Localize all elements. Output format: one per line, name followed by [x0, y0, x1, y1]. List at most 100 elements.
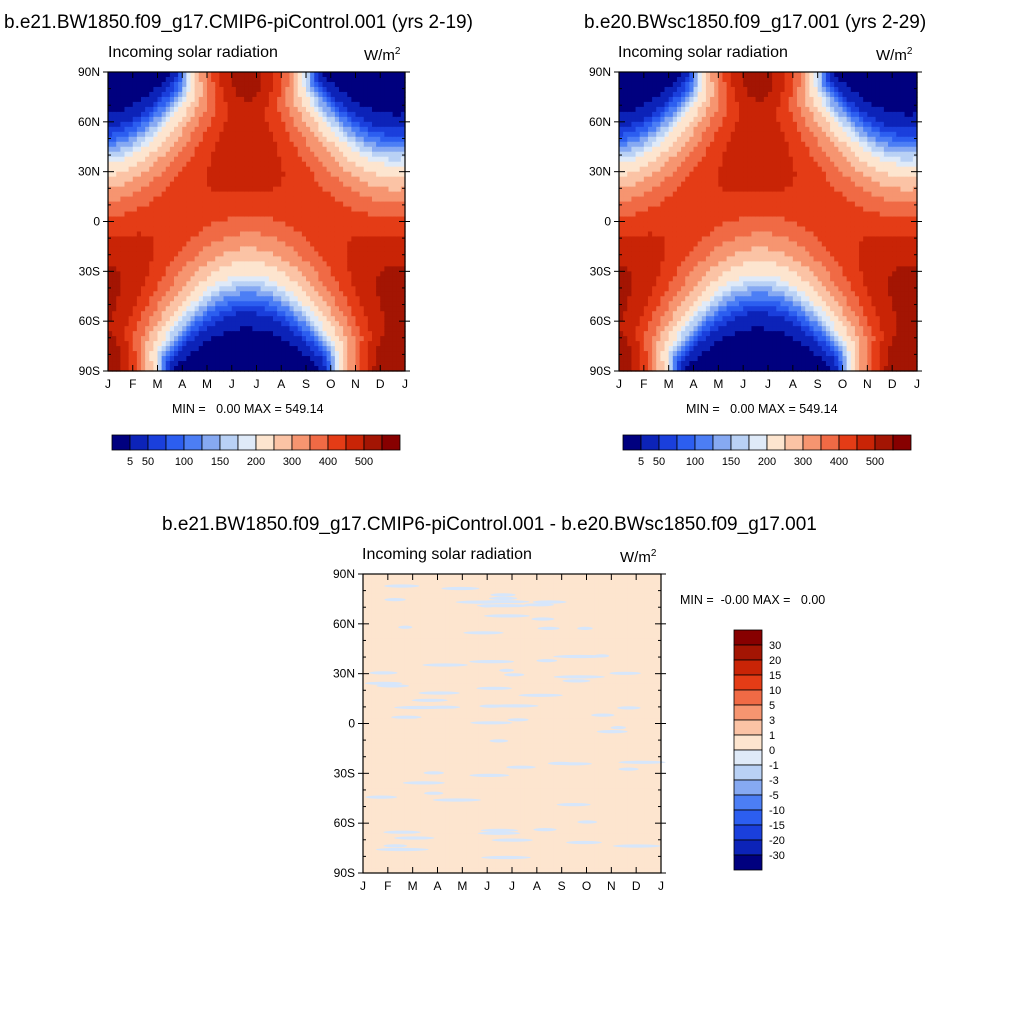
x-tick-label-8: S — [814, 377, 822, 391]
y-tick-label-5: 60S — [79, 314, 100, 328]
y-tick-label-3: 0 — [348, 717, 355, 731]
x-tick-label-12: J — [658, 879, 664, 893]
colorbar-1-label-1: 50 — [142, 456, 154, 468]
colorbar-2-box-12 — [838, 434, 858, 451]
colorbar-1-label-5: 300 — [283, 456, 301, 468]
colorbar-1-box-8 — [255, 434, 275, 451]
colorbar-2-box-0 — [622, 434, 642, 451]
colorbar-2-box-14 — [874, 434, 894, 451]
panel-3-minmax: MIN = -0.00 MAX = 0.00 — [680, 593, 826, 607]
colorbar-3-label-11: -10 — [769, 805, 785, 817]
colorbar-3-label-4: 5 — [769, 700, 775, 712]
x-tick-label-9: O — [838, 377, 847, 391]
colorbar-3-label-7: 0 — [769, 745, 775, 757]
colorbar-1-box-10 — [291, 434, 311, 451]
colorbar-2-box-3 — [676, 434, 696, 451]
colorbar-1-box-14 — [363, 434, 383, 451]
colorbar-1-box-3 — [165, 434, 185, 451]
colorbar-1-box-9 — [273, 434, 293, 451]
colorbar-1-box-6 — [219, 434, 239, 451]
colorbar-1-label-0: 5 — [127, 456, 133, 468]
y-tick-label-4: 30S — [334, 766, 355, 780]
colorbar-2-box-15 — [892, 434, 912, 451]
colorbar-3-box-7 — [733, 734, 763, 751]
panel-1-field — [108, 72, 406, 372]
colorbar-2-box-4 — [694, 434, 714, 451]
panel-3-units: W/m2 — [620, 548, 657, 566]
colorbar-2-label-0: 5 — [638, 456, 644, 468]
y-tick-label-0: 90N — [589, 65, 611, 79]
x-tick-label-7: A — [789, 377, 797, 391]
x-tick-label-4: M — [713, 377, 723, 391]
panel-1-units: W/m2 — [364, 46, 401, 64]
x-tick-label-11: D — [376, 377, 385, 391]
colorbar-1-box-4 — [183, 434, 203, 451]
y-tick-label-5: 60S — [590, 314, 611, 328]
colorbar-1-box-2 — [147, 434, 167, 451]
colorbar-3-label-12: -15 — [769, 820, 785, 832]
colorbar-3-label-0: 30 — [769, 640, 781, 652]
colorbar-3-box-11 — [733, 794, 763, 811]
colorbar-1-box-1 — [129, 434, 149, 451]
x-tick-label-8: S — [302, 377, 310, 391]
colorbar-2-label-3: 150 — [722, 456, 740, 468]
x-tick-label-2: M — [408, 879, 418, 893]
x-tick-label-4: M — [457, 879, 467, 893]
x-tick-label-10: N — [351, 377, 360, 391]
colorbar-3-box-1 — [733, 644, 763, 661]
x-tick-label-3: A — [178, 377, 186, 391]
colorbar-1-label-3: 150 — [211, 456, 229, 468]
colorbar-1-box-7 — [237, 434, 257, 451]
colorbar-3-label-14: -30 — [769, 850, 785, 862]
x-tick-label-8: S — [558, 879, 566, 893]
colorbar-3-label-1: 20 — [769, 655, 781, 667]
colorbar-3-label-6: 1 — [769, 730, 775, 742]
x-tick-label-6: J — [509, 879, 515, 893]
panel-2-title: b.e20.BWsc1850.f09_g17.001 (yrs 2-29) — [584, 12, 927, 33]
x-tick-label-5: J — [740, 377, 746, 391]
y-tick-label-3: 0 — [604, 215, 611, 229]
panel-3-frame — [362, 573, 662, 874]
y-tick-label-6: 90S — [79, 364, 100, 378]
colorbar-2-box-10 — [802, 434, 822, 451]
y-tick-label-3: 0 — [93, 215, 100, 229]
x-tick-label-6: J — [254, 377, 260, 391]
x-tick-label-12: J — [402, 377, 408, 391]
x-tick-label-5: J — [484, 879, 490, 893]
y-tick-label-2: 30N — [589, 165, 611, 179]
panel-2-units: W/m2 — [876, 46, 913, 64]
colorbar-2-label-4: 200 — [758, 456, 776, 468]
x-tick-label-7: A — [277, 377, 285, 391]
colorbar-3-box-15 — [733, 854, 763, 871]
colorbar-2-box-7 — [748, 434, 768, 451]
colorbar-3-box-5 — [733, 704, 763, 721]
colorbar-3-box-2 — [733, 659, 763, 676]
colorbar-3-label-5: 3 — [769, 715, 775, 727]
colorbar-3-label-13: -20 — [769, 835, 785, 847]
x-tick-label-10: N — [607, 879, 616, 893]
colorbar-1-box-5 — [201, 434, 221, 451]
panel-1-title: b.e21.BW1850.f09_g17.CMIP6-piControl.001… — [4, 12, 473, 33]
x-tick-label-3: A — [433, 879, 441, 893]
y-tick-label-0: 90N — [333, 567, 355, 581]
panel-2-minmax: MIN = 0.00 MAX = 549.14 — [686, 402, 838, 416]
colorbar-2-box-13 — [856, 434, 876, 451]
x-tick-label-6: J — [765, 377, 771, 391]
panel-2-field — [619, 72, 918, 372]
colorbar-1-label-4: 200 — [247, 456, 265, 468]
colorbar-1-box-0 — [111, 434, 131, 451]
y-tick-label-4: 30S — [590, 264, 611, 278]
x-tick-label-2: M — [664, 377, 674, 391]
x-tick-label-1: F — [129, 377, 136, 391]
colorbar-1-label-6: 400 — [319, 456, 337, 468]
colorbar-3-box-13 — [733, 824, 763, 841]
colorbar-3-box-8 — [733, 749, 763, 766]
colorbar-2-box-1 — [640, 434, 660, 451]
panel-3-subtitle: Incoming solar radiation — [362, 546, 532, 563]
x-tick-label-0: J — [105, 377, 111, 391]
colorbar-2-box-11 — [820, 434, 840, 451]
colorbar-2-box-8 — [766, 434, 786, 451]
colorbar-2-label-2: 100 — [686, 456, 704, 468]
x-tick-label-5: J — [229, 377, 235, 391]
x-tick-label-9: O — [582, 879, 591, 893]
